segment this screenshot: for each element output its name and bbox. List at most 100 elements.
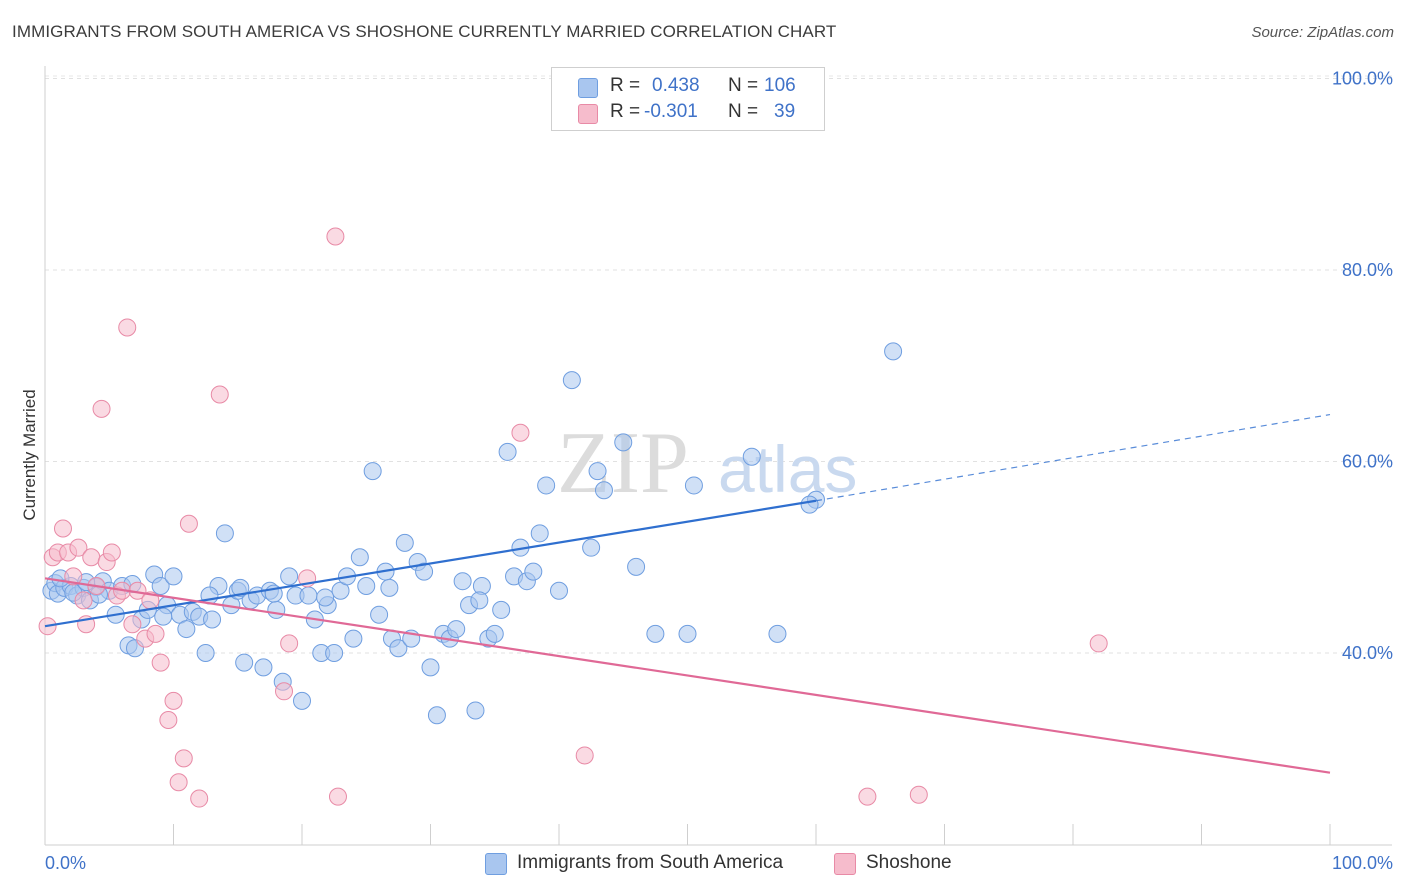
legend-swatch-immigrants [485, 853, 507, 875]
point-immigrants [594, 481, 613, 500]
point-shoshone [164, 691, 183, 710]
point-shoshone [102, 543, 121, 562]
point-shoshone [326, 227, 345, 246]
trend-line-immigrants [44, 499, 817, 628]
point-immigrants [325, 644, 344, 662]
point-shoshone [169, 773, 188, 792]
point-shoshone [53, 519, 72, 538]
point-immigrants [498, 442, 517, 461]
point-immigrants [231, 578, 250, 597]
legend-r-value: -0.301 [644, 101, 698, 122]
point-immigrants [267, 600, 286, 619]
legend-swatch-immigrants [578, 78, 598, 98]
point-shoshone [858, 787, 877, 806]
legend-label-immigrants: Immigrants from South America [517, 852, 784, 873]
point-shoshone [146, 624, 165, 643]
point-immigrants [627, 557, 646, 576]
source-credit: Source: ZipAtlas.com [1251, 24, 1394, 41]
point-immigrants [537, 476, 556, 495]
point-immigrants [884, 342, 903, 361]
trend-line-shoshone [44, 577, 1331, 774]
point-shoshone [82, 548, 101, 567]
point-immigrants [395, 533, 414, 552]
point-immigrants [196, 644, 215, 662]
point-immigrants [524, 562, 543, 581]
point-shoshone [328, 787, 347, 806]
gridlines [45, 75, 1392, 654]
watermark-atlas: atlas [718, 432, 857, 506]
point-immigrants [427, 706, 446, 725]
point-shoshone [909, 785, 928, 804]
y-tick-label: 100.0% [1332, 69, 1393, 89]
point-immigrants [582, 538, 601, 557]
point-shoshone [118, 318, 137, 337]
point-shoshone [69, 538, 88, 557]
point-immigrants [254, 658, 273, 677]
point-immigrants [389, 639, 408, 658]
point-immigrants [562, 371, 581, 390]
x-tick-label-max: 100.0% [1332, 853, 1393, 873]
legend-swatch-shoshone [578, 104, 598, 124]
point-immigrants [357, 576, 376, 595]
point-shoshone [179, 514, 198, 533]
point-immigrants [215, 524, 234, 543]
point-shoshone [92, 399, 111, 418]
point-immigrants [485, 624, 504, 643]
point-immigrants [466, 701, 485, 720]
point-shoshone [1089, 634, 1108, 653]
point-shoshone [159, 711, 178, 730]
y-tick-label: 60.0% [1342, 452, 1393, 472]
point-immigrants [646, 624, 665, 643]
legend-r-value: 0.438 [652, 75, 700, 96]
point-shoshone [280, 634, 299, 653]
point-shoshone [74, 591, 93, 610]
point-shoshone [511, 423, 530, 442]
x-tick-label-min: 0.0% [45, 853, 86, 873]
point-immigrants [453, 572, 472, 591]
point-shoshone [575, 746, 594, 765]
point-immigrants [344, 629, 363, 648]
point-immigrants [415, 562, 434, 581]
legend-n-value: 106 [764, 75, 796, 96]
point-immigrants [299, 586, 318, 605]
point-shoshone [210, 385, 229, 404]
point-immigrants [370, 605, 389, 624]
y-tick-label: 80.0% [1342, 260, 1393, 280]
point-shoshone [64, 567, 83, 586]
point-immigrants [280, 567, 299, 586]
point-immigrants [316, 588, 335, 607]
watermark: ZIP atlas [557, 415, 857, 512]
point-immigrants [742, 447, 761, 466]
watermark-zip: ZIP [557, 415, 689, 512]
point-immigrants [235, 653, 254, 672]
point-immigrants [164, 567, 183, 586]
chart-title: IMMIGRANTS FROM SOUTH AMERICA VS SHOSHON… [12, 22, 837, 41]
point-shoshone [275, 682, 294, 701]
point-immigrants [678, 624, 697, 643]
point-shoshone [190, 789, 209, 808]
point-immigrants [293, 691, 311, 710]
point-immigrants [151, 576, 170, 595]
point-immigrants [800, 495, 819, 514]
legend-label-shoshone: Shoshone [866, 852, 952, 873]
y-axis-label: Currently Married [20, 389, 39, 520]
legend-row-shoshone: R = -0.301 N = 39 [552, 101, 824, 127]
legend-n-label: N = [728, 75, 759, 96]
point-immigrants [447, 620, 466, 639]
point-immigrants [203, 610, 222, 629]
legend-n-label: N = [728, 101, 759, 122]
point-immigrants [550, 581, 568, 600]
point-immigrants [154, 607, 173, 626]
point-immigrants [363, 462, 382, 481]
point-immigrants [350, 548, 369, 567]
axes [44, 66, 1392, 846]
legend-swatch-shoshone [834, 853, 856, 875]
y-tick-label: 40.0% [1342, 643, 1393, 663]
point-shoshone [123, 615, 142, 634]
trend-line-immigrants-projection [815, 413, 1331, 502]
point-immigrants [530, 524, 549, 543]
legend-r-label: R = [610, 75, 641, 96]
point-immigrants [684, 476, 703, 495]
point-immigrants [614, 433, 633, 452]
